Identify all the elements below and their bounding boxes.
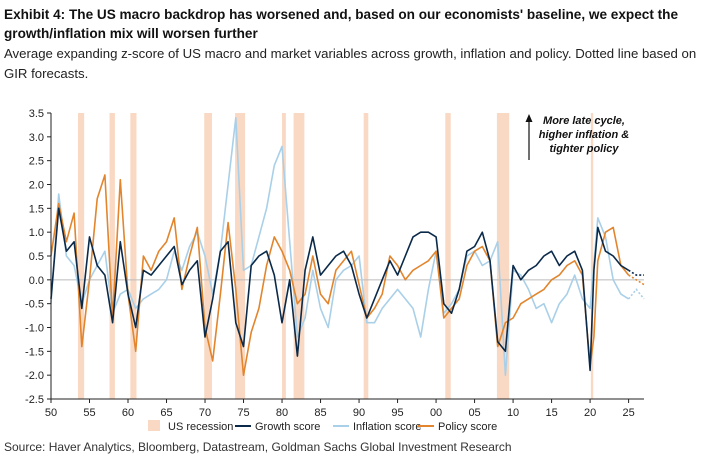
x-tick-label: 50 [45, 407, 57, 419]
forecast-line [628, 269, 644, 276]
legend-label: Growth score [255, 421, 320, 433]
recession-band [109, 113, 115, 399]
forecast-line [628, 274, 645, 286]
y-tick-label: -1.0 [25, 323, 44, 335]
y-tick-label: 3.5 [29, 108, 44, 120]
arrow-head-icon [525, 114, 533, 122]
y-tick-label: -2.0 [25, 370, 44, 382]
recession-band [204, 113, 212, 399]
recession-bands [77, 113, 594, 399]
source-note: Source: Haver Analytics, Bloomberg, Data… [4, 440, 512, 454]
x-tick-label: 90 [353, 407, 365, 419]
x-tick-label: 25 [622, 407, 634, 419]
x-tick-label: 15 [545, 407, 557, 419]
legend: US recession Growth score Inflation score P… [148, 420, 497, 433]
x-tick-label: 85 [314, 407, 326, 419]
x-tick-label: 05 [468, 407, 480, 419]
x-tick-label: 60 [122, 407, 134, 419]
recession-band [363, 113, 369, 399]
forecast-line [627, 288, 645, 300]
series-line-policy-score [50, 174, 630, 377]
y-tick-label: 2.5 [29, 156, 44, 168]
annotation-text: More late cycle, [543, 115, 625, 127]
legend-label: US recession [168, 421, 233, 433]
y-tick-label: -0.5 [25, 299, 44, 311]
legend-label: Policy score [438, 421, 497, 433]
recession-band [235, 113, 246, 399]
y-tick-label: -1.5 [25, 346, 44, 358]
x-tick-label: 20 [584, 407, 596, 419]
y-tick-label: 0.0 [29, 275, 44, 287]
x-tick-label: 70 [199, 407, 211, 419]
recession-band [496, 113, 510, 399]
series-line-growth-score [50, 207, 630, 372]
recession-band [293, 113, 305, 399]
axis-ticks: 3.5 3.0 2.5 2.0 1.5 1.0 0.5 0.0 -0.5 -1.0 -1.5 -2.0… [25, 108, 635, 419]
recession-band [445, 113, 451, 399]
x-tick-label: 75 [237, 407, 249, 419]
line-chart: 3.5 3.0 2.5 2.0 1.5 1.0 0.5 0.0 -0.5 -1.0 -1.5 -2.0… [25, 108, 645, 433]
recession-band [590, 113, 594, 399]
x-tick-label: 00 [430, 407, 442, 419]
legend-swatch [148, 420, 160, 431]
y-tick-label: 2.0 [29, 180, 44, 192]
annotation-text: tighter policy [549, 143, 619, 155]
series-line-inflation-score [50, 116, 630, 377]
recession-band [77, 113, 85, 399]
annotation: More late cycle, higher inflation & tighte… [525, 114, 629, 160]
x-tick-label: 95 [391, 407, 403, 419]
chart-subtitle: Average expanding z-score of US macro an… [4, 46, 697, 81]
x-tick-label: 65 [160, 407, 172, 419]
recession-band [130, 113, 137, 399]
y-tick-label: 1.5 [29, 203, 44, 215]
series-lines [50, 116, 645, 377]
x-tick-label: 80 [276, 407, 288, 419]
annotation-text: higher inflation & [539, 129, 629, 141]
y-tick-label: -2.5 [25, 394, 44, 406]
x-tick-label: 10 [507, 407, 519, 419]
legend-label: Inflation score [353, 421, 421, 433]
chart-title: Exhibit 4: The US macro backdrop has wor… [4, 7, 679, 41]
y-tick-label: 3.0 [29, 132, 44, 144]
y-tick-label: 1.0 [29, 227, 44, 239]
y-tick-label: 0.5 [29, 251, 44, 263]
x-tick-label: 55 [83, 407, 95, 419]
